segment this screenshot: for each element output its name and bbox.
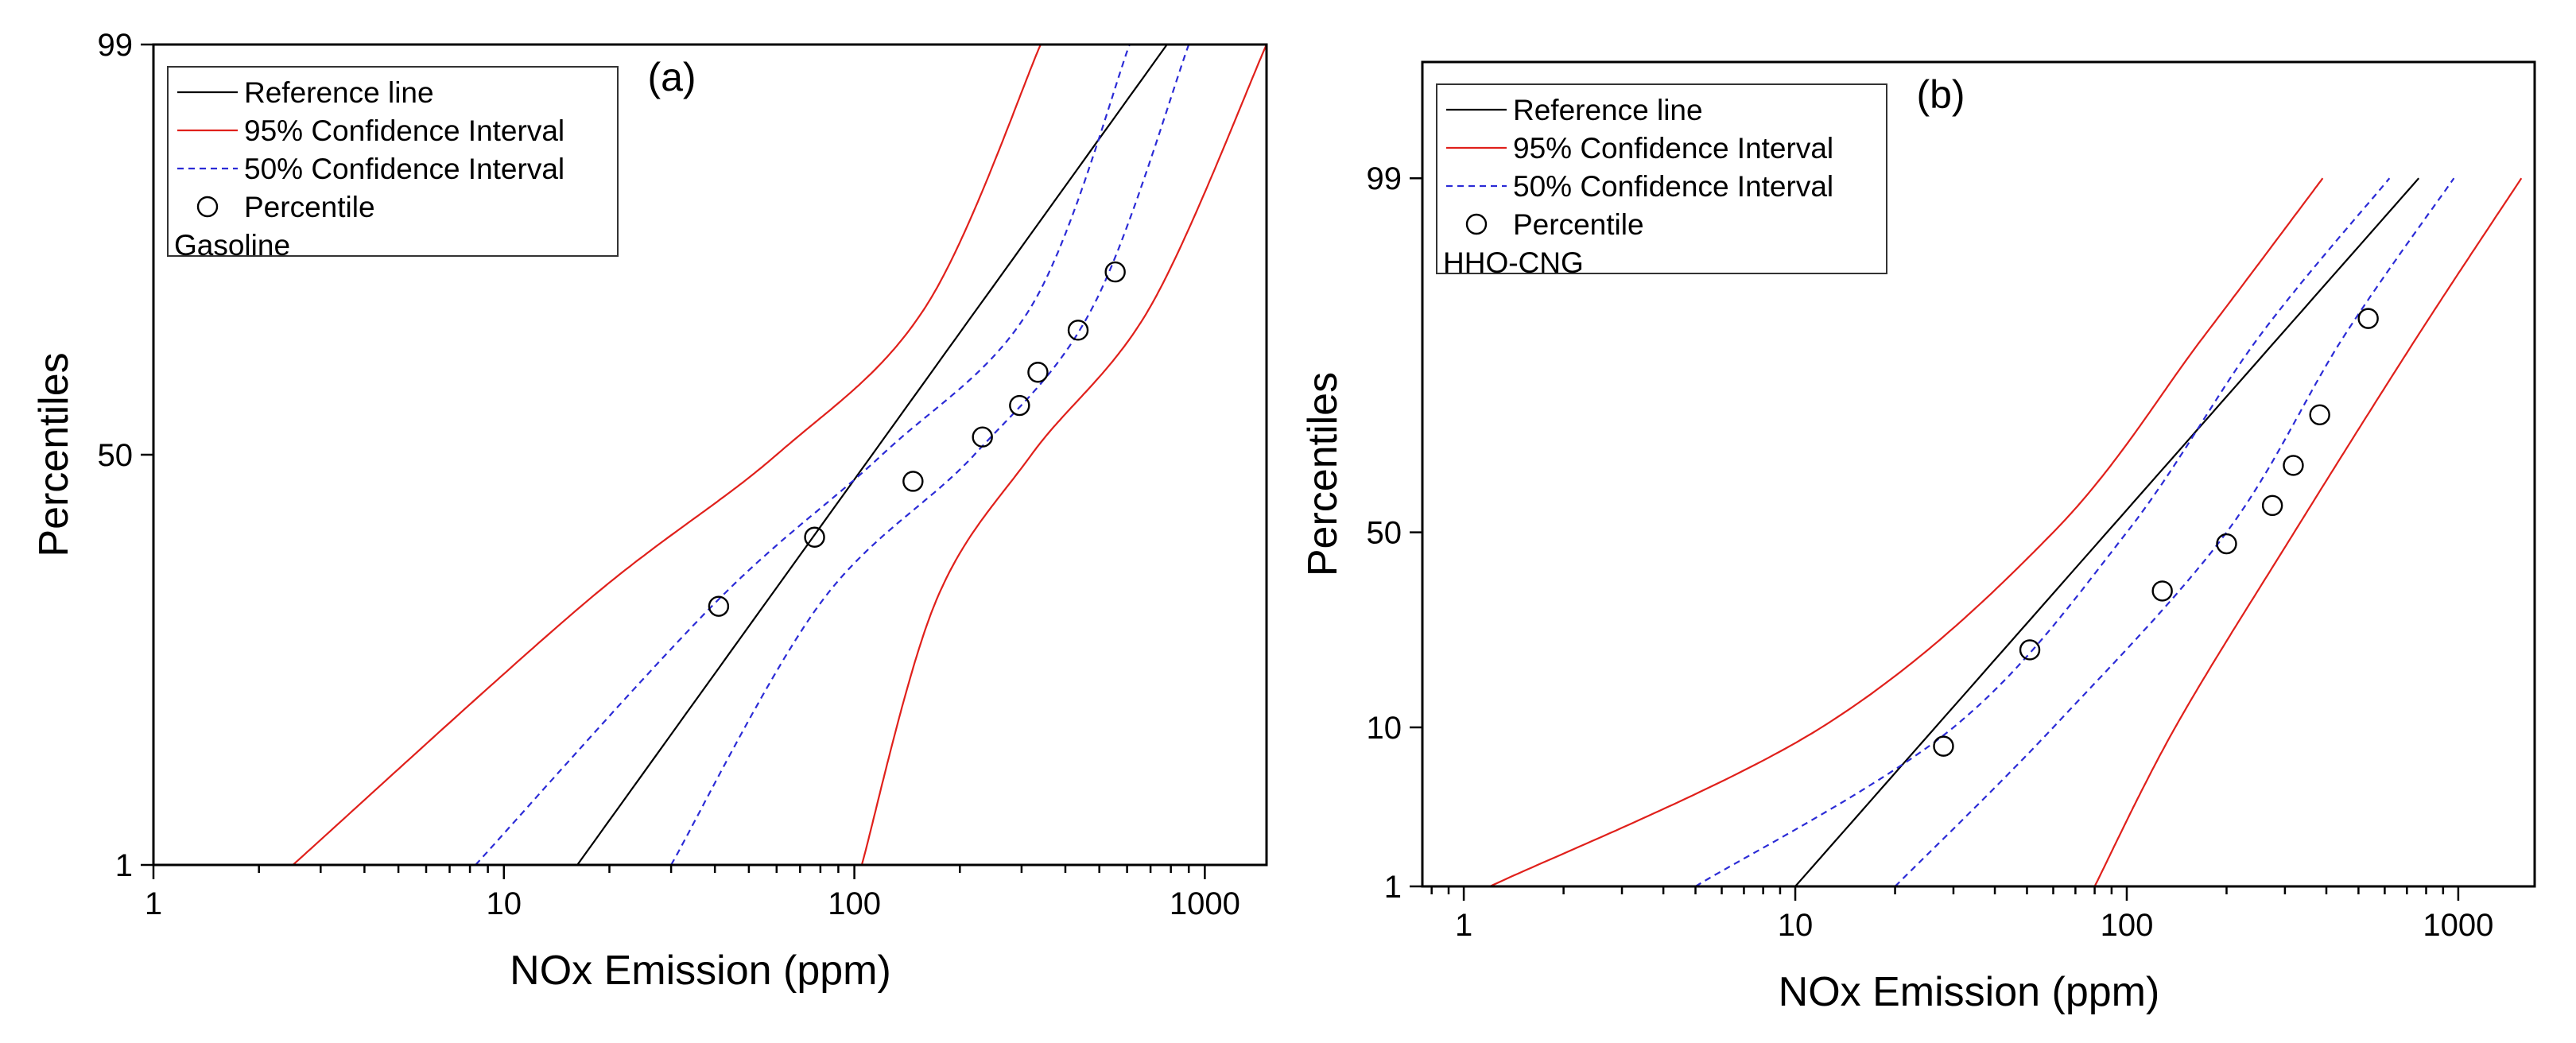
ci95-lower-curve <box>860 45 1267 865</box>
ci95-lower-curve <box>2093 177 2523 886</box>
percentile-point <box>2261 494 2283 517</box>
legend-box <box>1436 83 1887 274</box>
legend-swatch-percentile <box>1465 213 1488 235</box>
legend-swatch-percentile <box>196 196 219 218</box>
legend-label: 50% Confidence Interval <box>244 153 564 185</box>
legend-subject-label: Gasoline <box>174 229 290 262</box>
percentile-point <box>804 526 825 548</box>
percentile-point <box>972 426 993 448</box>
panel-label: (a) <box>647 55 696 99</box>
percentile-point <box>2151 580 2173 602</box>
y-tick-label: 99 <box>1367 161 1402 196</box>
percentile-point <box>1933 735 1954 757</box>
x-tick-label: 1000 <box>1170 886 1240 921</box>
y-tick-label: 10 <box>1367 711 1402 746</box>
y-tick-label: 50 <box>1367 516 1402 551</box>
x-tick-label: 10 <box>1778 908 1814 943</box>
y-tick-label: 99 <box>98 28 134 63</box>
y-tick-label: 1 <box>115 848 133 883</box>
x-tick-label: 100 <box>2101 908 2154 943</box>
legend-label: Reference line <box>1513 94 1703 126</box>
y-tick-label: 1 <box>1384 870 1402 905</box>
chart-panel-a: 1 10 100 1000 1 50 99 NOx Emission (ppm) Percent… <box>31 28 1268 994</box>
ci95-upper-curve <box>292 45 1042 865</box>
x-tick-label: 1 <box>145 886 162 921</box>
y-axis-title: Percentiles <box>1300 372 1346 576</box>
legend-label: Percentile <box>1513 208 1644 241</box>
legend-label: 95% Confidence Interval <box>1513 132 1833 165</box>
ci50-upper-curve <box>1694 177 2391 886</box>
percentile-point <box>1104 261 1126 283</box>
percentile-point <box>2309 404 2330 425</box>
y-tick-label: 50 <box>98 438 134 473</box>
percentile-point <box>2357 308 2379 329</box>
plot-frame <box>1421 60 2536 888</box>
legend: Reference line 95% Confidence Interval 50%… <box>1436 83 1887 279</box>
percentile-point <box>902 471 924 492</box>
percentile-point <box>1067 320 1089 341</box>
legend-label: 50% Confidence Interval <box>1513 170 1833 203</box>
percentile-point <box>1009 394 1030 417</box>
legend-label: Percentile <box>244 191 375 223</box>
x-axis-title: NOx Emission (ppm) <box>510 948 891 994</box>
x-axis-title: NOx Emission (ppm) <box>1779 969 2160 1015</box>
percentile-point <box>2283 455 2304 476</box>
percentile-point <box>2216 533 2237 555</box>
legend-label: 95% Confidence Interval <box>244 114 564 147</box>
curves-b <box>1489 177 2523 886</box>
x-tick-label: 1 <box>1455 908 1472 943</box>
chart-panel-b: 1 10 100 1000 1 10 50 99 NOx Emission (ppm) Perce… <box>1300 60 2536 1015</box>
ci50-lower-curve <box>670 45 1190 865</box>
percentile-point <box>2019 639 2041 661</box>
legend: Reference line 95% Confidence Interval 50%… <box>167 66 619 262</box>
y-axis-title: Percentiles <box>31 352 77 556</box>
ci50-lower-curve <box>1894 177 2455 886</box>
reference-line <box>1794 177 2420 886</box>
curves-a <box>292 45 1267 865</box>
panel-label: (b) <box>1916 72 1965 117</box>
percentile-point <box>708 595 730 617</box>
legend-label: Reference line <box>244 76 434 109</box>
x-tick-label: 1000 <box>2423 908 2493 943</box>
legend-subject-label: HHO-CNG <box>1443 246 1584 279</box>
reference-line <box>576 45 1168 865</box>
ci95-upper-curve <box>1489 177 2324 886</box>
percentile-point <box>1027 362 1049 383</box>
x-tick-label: 10 <box>487 886 522 921</box>
legend-box <box>167 66 619 257</box>
x-tick-label: 100 <box>828 886 881 921</box>
